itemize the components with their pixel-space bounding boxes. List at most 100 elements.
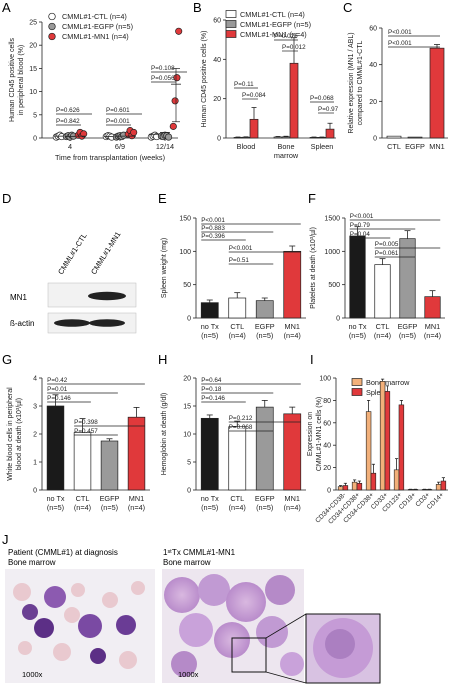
f-ytick-label: 1000 [324,249,340,256]
g-pvalue: P=0.42 [47,377,68,384]
b-ytick-label: 20 [213,96,221,103]
b-bar [309,137,319,139]
panel-label-g: G [2,352,12,367]
e-bar [255,300,274,319]
b-pvalue: P=0.012 [282,44,306,51]
a-pvalue: P=0.626 [56,107,80,114]
g-n-label: (n=5) [101,503,118,512]
h-bar [255,406,274,491]
b-pvalue: P=0.97 [318,106,339,113]
f-category-label: EGFP [398,322,418,331]
a-legend-label: CMML#1-MN1 (n=4) [62,32,129,41]
e-ytick-label: 100 [179,249,191,256]
e-pvalue: P<0.001 [201,217,225,224]
b-category-label: marrow [274,151,299,160]
i-bar [365,411,372,491]
b-legend-marker [225,20,237,28]
lane-label-ctl: CMML#1-CTL [56,231,89,276]
j-right-title: 1ˢᵗTx CMML#1-MN1 [163,548,236,557]
e-ytick-label: 0 [187,316,191,323]
micrograph-patient: 1000x [5,569,155,683]
i-bar [393,469,400,491]
g-ylabel: blood at death (x10³/µl) [16,398,23,470]
i-bar [435,484,442,491]
i-ylabel: CMML#1-MN1 cells (%) [316,397,323,471]
a-point [80,130,88,138]
c-ylabel: Relative expression (MN1 / ABL) [348,32,355,133]
e-category-label: EGFP [255,322,275,331]
e-pvalue: P=0.396 [201,233,225,240]
c-ytick-label: 60 [369,26,377,33]
g-category-label: CTL [76,494,90,503]
e-n-label: (n=5) [201,331,218,340]
b-bar [325,128,335,139]
a-category-label: 6/9 [115,142,125,151]
g-bar [73,432,92,491]
h-ytick-label: 5 [187,460,191,467]
a-point [175,27,183,35]
j-right-subtitle: Bone marrow [163,558,211,567]
g-pvalue: P=0.01 [47,386,68,393]
g-pvalue: P=0.398 [74,419,98,426]
e-category-label: CTL [230,322,244,331]
b-pvalue: P=0.068 [310,95,334,102]
f-bar [349,235,366,319]
j-right-magnification: 1000x [178,670,199,679]
c-ytick-label: 0 [373,136,377,143]
panel-label-i: I [310,352,314,367]
g-category-label: no Tx [46,494,64,503]
a-pvalue: P=0.842 [56,118,80,125]
i-legend-marker [351,388,363,396]
b-legend-marker [225,10,237,18]
e-n-label: (n=4) [284,331,301,340]
a-point [169,122,177,130]
b-bar [233,137,243,139]
chart-a: 0 5 10 15 20 25 Human CD45 positive cells in pe… [9,12,187,162]
e-n-label: (n=5) [256,331,273,340]
i-ytick-label: 40 [323,443,331,450]
a-ytick-label: 10 [29,89,37,96]
i-bar [370,472,377,491]
a-legend-label: CMML#1-CTL (n=4) [62,12,127,21]
c-pvalue: P<0.001 [388,40,412,47]
h-pvalue: P=0.068 [229,424,253,431]
f-category-label: no Tx [348,322,366,331]
h-pvalue: P=0.64 [201,377,222,384]
b-pvalue: P=0.11 [234,81,254,88]
c-ytick-label: 20 [369,99,377,106]
i-bar [398,404,405,491]
i-ytick-label: 100 [319,376,331,383]
western-blot: CMML#1-CTL CMML#1-MN1 MN1 ß-actin [10,230,137,334]
e-pvalue: P=0.51 [229,257,250,264]
b-legend-label: CMML#1-CTL (n=4) [240,10,305,19]
b-ytick-label: 0 [217,136,221,143]
i-bar [351,481,358,491]
f-pvalue: P=0.061 [375,250,399,257]
g-pvalue: P=0.146 [47,395,71,402]
panel-label-c: C [343,0,352,15]
a-ytick-label: 15 [29,66,37,73]
c-bar [407,136,423,139]
e-bar [283,250,302,319]
h-ytick-label: 10 [183,432,191,439]
g-bar [100,440,119,491]
b-bar [273,136,283,139]
a-point [165,133,173,141]
b-bar [281,136,291,139]
micrograph-inset [265,613,381,684]
f-ylabel: Platelets at death (x10³/µl) [310,227,317,309]
e-n-label: (n=4) [229,331,246,340]
c-category-label: EGFP [405,142,425,151]
e-ytick-label: 50 [183,282,191,289]
a-ytick-label: 25 [29,20,37,27]
h-ytick-label: 20 [183,376,191,383]
a-pvalue: P=0.001 [106,118,130,125]
c-category-label: CTL [387,142,401,151]
c-bar [429,47,445,139]
g-ytick-label: 2 [33,432,37,439]
a-ylabel: in peripheral blood (%) [18,45,25,115]
chart-g: 0 1 2 3 4 White blood cells in peripheral bloo… [7,376,150,512]
e-category-label: MN1 [285,322,300,331]
actin-band-mn1 [89,319,125,327]
